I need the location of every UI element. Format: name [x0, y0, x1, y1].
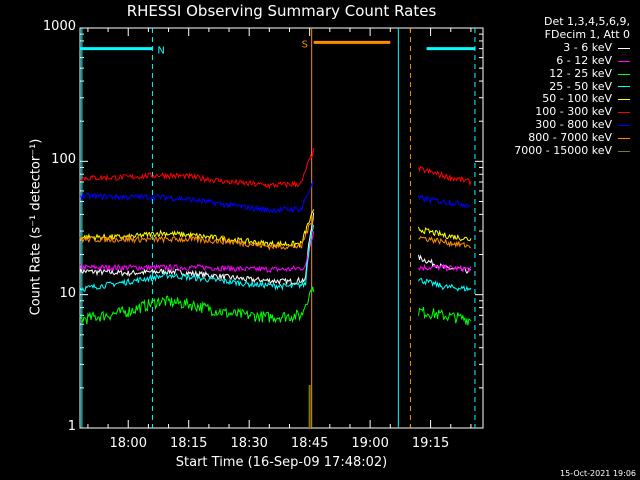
legend-label: 6 - 12 keV	[556, 53, 612, 67]
generation-timestamp: 15-Oct-2021 19:06	[560, 469, 636, 478]
x-tick-label: 19:15	[411, 436, 450, 451]
legend-item: 3 - 6 keV	[514, 40, 630, 55]
legend-label: 300 - 800 keV	[535, 118, 612, 132]
legend-swatch	[618, 86, 630, 88]
chart-title: RHESSI Observing Summary Count Rates	[126, 2, 437, 20]
legend-swatch	[618, 138, 630, 140]
legend-label: 50 - 100 keV	[542, 92, 612, 106]
series-line-5	[79, 209, 472, 249]
x-tick-label: 18:30	[230, 436, 268, 451]
legend-label: 3 - 6 keV	[563, 40, 612, 54]
x-tick-label: 18:45	[290, 436, 329, 451]
series-line-7	[79, 181, 472, 214]
x-tick-label: 18:15	[169, 436, 208, 451]
legend-item: 50 - 100 keV	[514, 93, 630, 106]
x-tick-label: 19:00	[351, 436, 389, 451]
plot-frame	[79, 27, 484, 429]
legend-header-line-2: FDecim 1, Att 0	[544, 27, 630, 41]
legend-item: 100 - 300 keV	[514, 105, 630, 119]
flag-label-S: S	[302, 39, 308, 50]
legend-header-line-1: Det 1,3,4,5,6,9,	[543, 15, 630, 28]
series-line-3	[79, 286, 472, 326]
y-tick-label: 1	[67, 419, 76, 434]
y-tick-label: 1000	[42, 19, 76, 34]
legend-item: 12 - 25 keV	[514, 66, 630, 81]
legend-swatch	[618, 125, 630, 127]
x-tick-label: 18:00	[109, 436, 147, 451]
legend-label: 800 - 7000 keV	[528, 131, 612, 145]
legend-item: 7000 - 15000 keV	[514, 144, 630, 158]
flag-label-N: N	[157, 46, 164, 57]
series-line-4	[79, 224, 472, 292]
legend-label: 12 - 25 keV	[549, 66, 612, 80]
y-tick-label: 100	[51, 152, 76, 168]
legend-label: 7000 - 15000 keV	[514, 144, 612, 158]
legend-swatch	[618, 112, 630, 114]
legend-label: 25 - 50 keV	[549, 79, 612, 93]
legend-label: 100 - 300 keV	[535, 105, 612, 119]
series-line-6	[79, 148, 472, 190]
legend-swatch	[618, 60, 630, 62]
series-line-8	[79, 217, 472, 251]
y-tick-label: 10	[59, 285, 76, 301]
legend-item: 300 - 800 keV	[514, 118, 630, 132]
legend-swatch	[618, 151, 630, 153]
legend-swatch	[618, 99, 630, 101]
series-line-2	[79, 231, 472, 274]
legend-swatch	[618, 47, 630, 49]
legend-item: 25 - 50 keV	[514, 79, 630, 94]
series-line-1	[79, 212, 471, 286]
legend-swatch	[618, 73, 630, 75]
x-axis-label: Start Time (16-Sep-09 17:48:02)	[175, 455, 388, 470]
legend: Det 1,3,4,5,6,9, FDecim 1, Att 0 3 - 6 k…	[514, 15, 630, 158]
legend-item: 800 - 7000 keV	[514, 131, 630, 145]
legend-item: 6 - 12 keV	[514, 53, 630, 68]
